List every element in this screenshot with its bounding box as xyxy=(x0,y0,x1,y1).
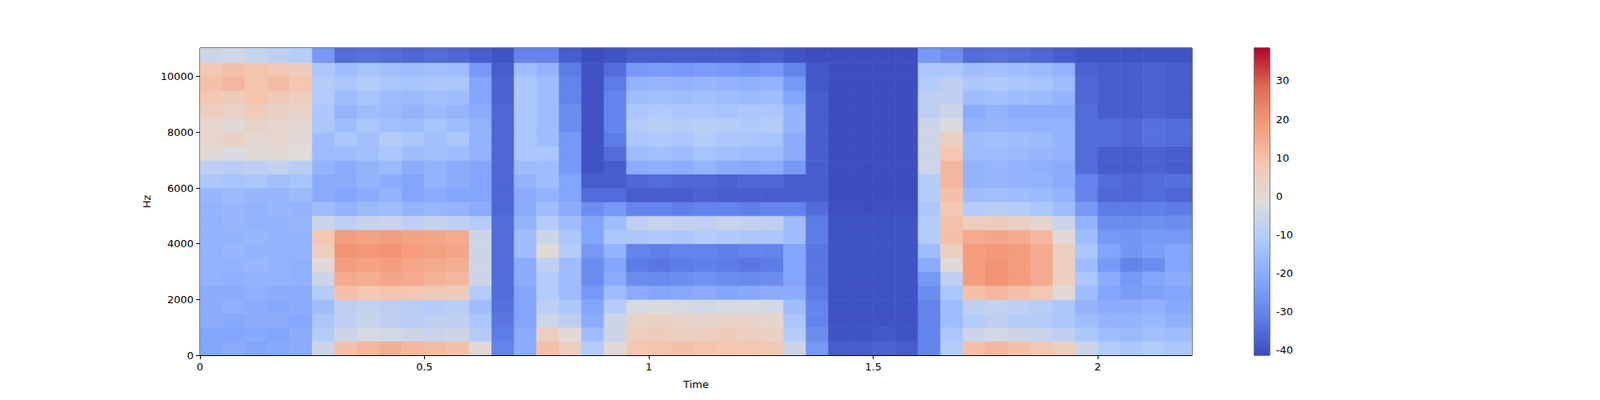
svg-text:Hz: Hz xyxy=(140,195,153,209)
svg-text:10000: 10000 xyxy=(160,70,194,83)
svg-text:2: 2 xyxy=(1094,360,1101,373)
svg-text:6000: 6000 xyxy=(167,182,194,195)
svg-text:0: 0 xyxy=(1276,190,1283,203)
svg-text:0.5: 0.5 xyxy=(416,360,433,373)
svg-text:0: 0 xyxy=(187,349,194,362)
svg-text:8000: 8000 xyxy=(167,126,194,139)
svg-text:Time: Time xyxy=(682,378,709,391)
svg-text:10: 10 xyxy=(1276,152,1290,164)
svg-text:-40: -40 xyxy=(1276,344,1293,356)
svg-text:1: 1 xyxy=(645,360,652,373)
svg-text:-10: -10 xyxy=(1276,228,1293,241)
svg-text:0: 0 xyxy=(196,360,204,373)
svg-text:30: 30 xyxy=(1276,74,1290,87)
svg-text:20: 20 xyxy=(1276,113,1290,126)
svg-text:4000: 4000 xyxy=(167,237,194,250)
svg-text:1.5: 1.5 xyxy=(864,360,882,373)
svg-text:2000: 2000 xyxy=(167,293,194,306)
svg-text:-20: -20 xyxy=(1276,267,1293,280)
svg-text:-30: -30 xyxy=(1276,305,1293,318)
